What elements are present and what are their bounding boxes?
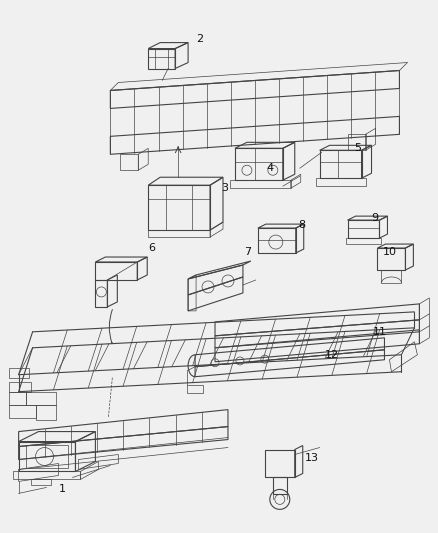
Text: 7: 7 — [244, 247, 251, 257]
Text: 12: 12 — [325, 350, 339, 360]
Text: 5: 5 — [354, 143, 361, 154]
Text: 11: 11 — [372, 327, 386, 337]
Text: 2: 2 — [197, 34, 204, 44]
Text: 3: 3 — [222, 183, 229, 193]
Text: 6: 6 — [149, 243, 156, 253]
Text: 1: 1 — [59, 484, 66, 495]
Text: 9: 9 — [371, 213, 378, 223]
Text: 8: 8 — [298, 220, 305, 230]
Text: 4: 4 — [266, 163, 273, 173]
FancyArrowPatch shape — [109, 310, 113, 343]
Text: 13: 13 — [305, 453, 319, 463]
Text: 10: 10 — [382, 247, 396, 257]
